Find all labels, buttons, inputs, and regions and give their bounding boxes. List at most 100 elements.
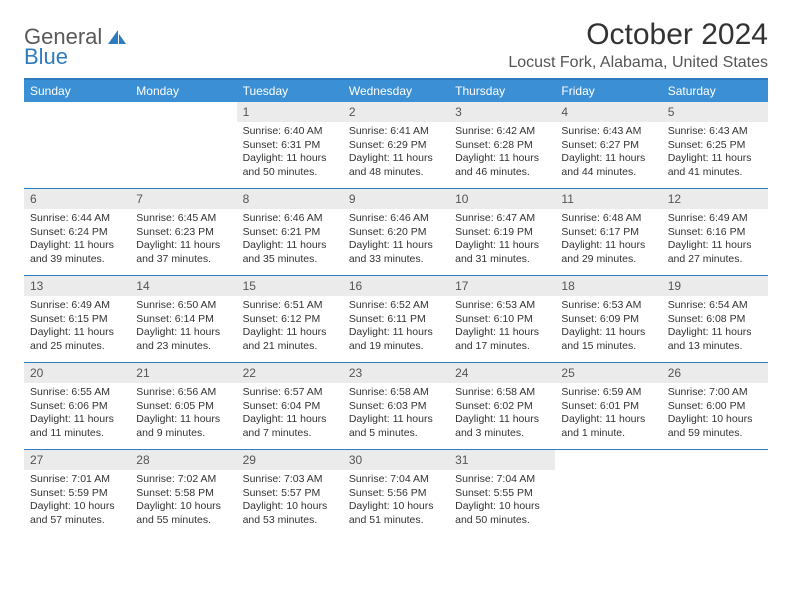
sunrise-text: Sunrise: 7:04 AM <box>349 473 443 487</box>
day-cell: 15Sunrise: 6:51 AMSunset: 6:12 PMDayligh… <box>237 276 343 362</box>
dow-friday: Friday <box>555 80 661 102</box>
sunrise-text: Sunrise: 6:51 AM <box>243 299 337 313</box>
sunset-text: Sunset: 6:31 PM <box>243 139 337 153</box>
sunrise-text: Sunrise: 7:01 AM <box>30 473 124 487</box>
sunset-text: Sunset: 6:04 PM <box>243 400 337 414</box>
day-body: Sunrise: 6:59 AMSunset: 6:01 PMDaylight:… <box>555 383 661 447</box>
daylight-text: Daylight: 11 hours and 33 minutes. <box>349 239 443 266</box>
sunrise-text: Sunrise: 6:55 AM <box>30 386 124 400</box>
sunrise-text: Sunrise: 6:54 AM <box>668 299 762 313</box>
sunset-text: Sunset: 6:09 PM <box>561 313 655 327</box>
day-cell: 19Sunrise: 6:54 AMSunset: 6:08 PMDayligh… <box>662 276 768 362</box>
day-cell <box>555 450 661 536</box>
daylight-text: Daylight: 11 hours and 7 minutes. <box>243 413 337 440</box>
daylight-text: Daylight: 11 hours and 48 minutes. <box>349 152 443 179</box>
sunset-text: Sunset: 5:59 PM <box>30 487 124 501</box>
day-cell: 23 Sunrise: 6:58 AMSunset: 6:03 PMDayligh… <box>343 363 449 449</box>
day-cell: 9Sunrise: 6:46 AMSunset: 6:20 PMDaylight… <box>343 189 449 275</box>
dow-saturday: Saturday <box>662 80 768 102</box>
week-row: 1Sunrise: 6:40 AMSunset: 6:31 PMDaylight… <box>24 102 768 188</box>
sunrise-text: Sunrise: 6:43 AM <box>561 125 655 139</box>
day-cell: 21Sunrise: 6:56 AMSunset: 6:05 PMDayligh… <box>130 363 236 449</box>
day-cell: 30Sunrise: 7:04 AMSunset: 5:56 PMDayligh… <box>343 450 449 536</box>
sunrise-text: Sunrise: 6:46 AM <box>349 212 443 226</box>
sunrise-text: Sunrise: 6:47 AM <box>455 212 549 226</box>
day-number: 25 <box>555 363 661 383</box>
daylight-text: Daylight: 11 hours and 46 minutes. <box>455 152 549 179</box>
day-number: 26 <box>662 363 768 383</box>
week-row: 6Sunrise: 6:44 AMSunset: 6:24 PMDaylight… <box>24 188 768 275</box>
sunrise-text: Sunrise: 6:43 AM <box>668 125 762 139</box>
day-cell: 31Sunrise: 7:04 AMSunset: 5:55 PMDayligh… <box>449 450 555 536</box>
daylight-text: Daylight: 10 hours and 53 minutes. <box>243 500 337 527</box>
sunrise-text: Sunrise: 6:52 AM <box>349 299 443 313</box>
day-cell: 3Sunrise: 6:42 AMSunset: 6:28 PMDaylight… <box>449 102 555 188</box>
daylight-text: Daylight: 11 hours and 39 minutes. <box>30 239 124 266</box>
sunset-text: Sunset: 6:20 PM <box>349 226 443 240</box>
sunrise-text: Sunrise: 6:53 AM <box>561 299 655 313</box>
day-body: Sunrise: 6:40 AMSunset: 6:31 PMDaylight:… <box>237 122 343 186</box>
daylight-text: Daylight: 11 hours and 1 minute. <box>561 413 655 440</box>
day-cell: 24Sunrise: 6:58 AMSunset: 6:02 PMDayligh… <box>449 363 555 449</box>
daylight-text: Daylight: 11 hours and 19 minutes. <box>349 326 443 353</box>
day-number: 21 <box>130 363 236 383</box>
sunrise-text: Sunrise: 6:58 AM <box>349 386 443 400</box>
day-body: Sunrise: 6:43 AMSunset: 6:27 PMDaylight:… <box>555 122 661 186</box>
dow-tuesday: Tuesday <box>237 80 343 102</box>
daylight-text: Daylight: 10 hours and 50 minutes. <box>455 500 549 527</box>
day-body: Sunrise: 6:58 AMSunset: 6:02 PMDaylight:… <box>449 383 555 447</box>
sunrise-text: Sunrise: 6:59 AM <box>561 386 655 400</box>
sunset-text: Sunset: 5:58 PM <box>136 487 230 501</box>
day-number: 19 <box>662 276 768 296</box>
day-number: 27 <box>24 450 130 470</box>
day-body: Sunrise: 6:49 AMSunset: 6:16 PMDaylight:… <box>662 209 768 273</box>
day-body: Sunrise: 6:53 AMSunset: 6:10 PMDaylight:… <box>449 296 555 360</box>
dow-monday: Monday <box>130 80 236 102</box>
day-body: Sunrise: 6:42 AMSunset: 6:28 PMDaylight:… <box>449 122 555 186</box>
day-number: 23 <box>343 363 449 383</box>
day-number: 1 <box>237 102 343 122</box>
day-body: Sunrise: 7:02 AMSunset: 5:58 PMDaylight:… <box>130 470 236 534</box>
daylight-text: Daylight: 10 hours and 51 minutes. <box>349 500 443 527</box>
sunrise-text: Sunrise: 6:46 AM <box>243 212 337 226</box>
week-row: 27 Sunrise: 7:01 AMSunset: 5:59 PM Dayligh… <box>24 449 768 536</box>
daylight-text: Daylight: 11 hours and 17 minutes. <box>455 326 549 353</box>
day-number: 20 <box>24 363 130 383</box>
sunset-text: Sunset: 6:27 PM <box>561 139 655 153</box>
daylight-text: Daylight: 11 hours and 5 minutes. <box>349 413 443 440</box>
daylight-text: Daylight: 11 hours and 41 minutes. <box>668 152 762 179</box>
day-number: 28 <box>130 450 236 470</box>
daylight-text: Daylight: 11 hours and 25 minutes. <box>30 326 124 353</box>
day-number: 24 <box>449 363 555 383</box>
day-body: Sunrise: 6:49 AMSunset: 6:15 PMDaylight:… <box>24 296 130 360</box>
day-body: Sunrise: 6:46 AMSunset: 6:20 PMDaylight:… <box>343 209 449 273</box>
day-cell: 4Sunrise: 6:43 AMSunset: 6:27 PMDaylight… <box>555 102 661 188</box>
day-body: Sunrise: 7:04 AMSunset: 5:56 PMDaylight:… <box>343 470 449 534</box>
day-body: Sunrise: 6:52 AMSunset: 6:11 PMDaylight:… <box>343 296 449 360</box>
day-cell: 6Sunrise: 6:44 AMSunset: 6:24 PMDaylight… <box>24 189 130 275</box>
day-number: 8 <box>237 189 343 209</box>
daylight-text: Daylight: 11 hours and 27 minutes. <box>668 239 762 266</box>
sunset-text: Sunset: 6:05 PM <box>136 400 230 414</box>
day-number: 2 <box>343 102 449 122</box>
day-cell <box>130 102 236 188</box>
daylight-text: Daylight: 11 hours and 21 minutes. <box>243 326 337 353</box>
day-body: Sunrise: 6:56 AMSunset: 6:05 PMDaylight:… <box>130 383 236 447</box>
month-title: October 2024 <box>508 18 768 52</box>
sunset-text: Sunset: 6:03 PM <box>349 400 443 414</box>
daylight-text: Daylight: 11 hours and 9 minutes. <box>136 413 230 440</box>
day-body: Sunrise: 6:51 AMSunset: 6:12 PMDaylight:… <box>237 296 343 360</box>
sunset-text: Sunset: 6:14 PM <box>136 313 230 327</box>
day-body: Sunrise: 6:54 AMSunset: 6:08 PMDaylight:… <box>662 296 768 360</box>
day-body: Sunrise: 6:47 AMSunset: 6:19 PMDaylight:… <box>449 209 555 273</box>
day-cell: 14Sunrise: 6:50 AMSunset: 6:14 PMDayligh… <box>130 276 236 362</box>
sunrise-text: Sunrise: 6:42 AM <box>455 125 549 139</box>
day-cell: 1Sunrise: 6:40 AMSunset: 6:31 PMDaylight… <box>237 102 343 188</box>
day-cell: 20Sunrise: 6:55 AMSunset: 6:06 PMDayligh… <box>24 363 130 449</box>
daylight-text: Daylight: 11 hours and 11 minutes. <box>30 413 124 440</box>
day-cell: 25Sunrise: 6:59 AMSunset: 6:01 PMDayligh… <box>555 363 661 449</box>
sunrise-text: Sunrise: 6:44 AM <box>30 212 124 226</box>
day-cell: 27Sunrise: 7:01 AMSunset: 5:59 PMDayligh… <box>24 450 130 536</box>
day-number: 18 <box>555 276 661 296</box>
sail-icon <box>106 28 128 46</box>
